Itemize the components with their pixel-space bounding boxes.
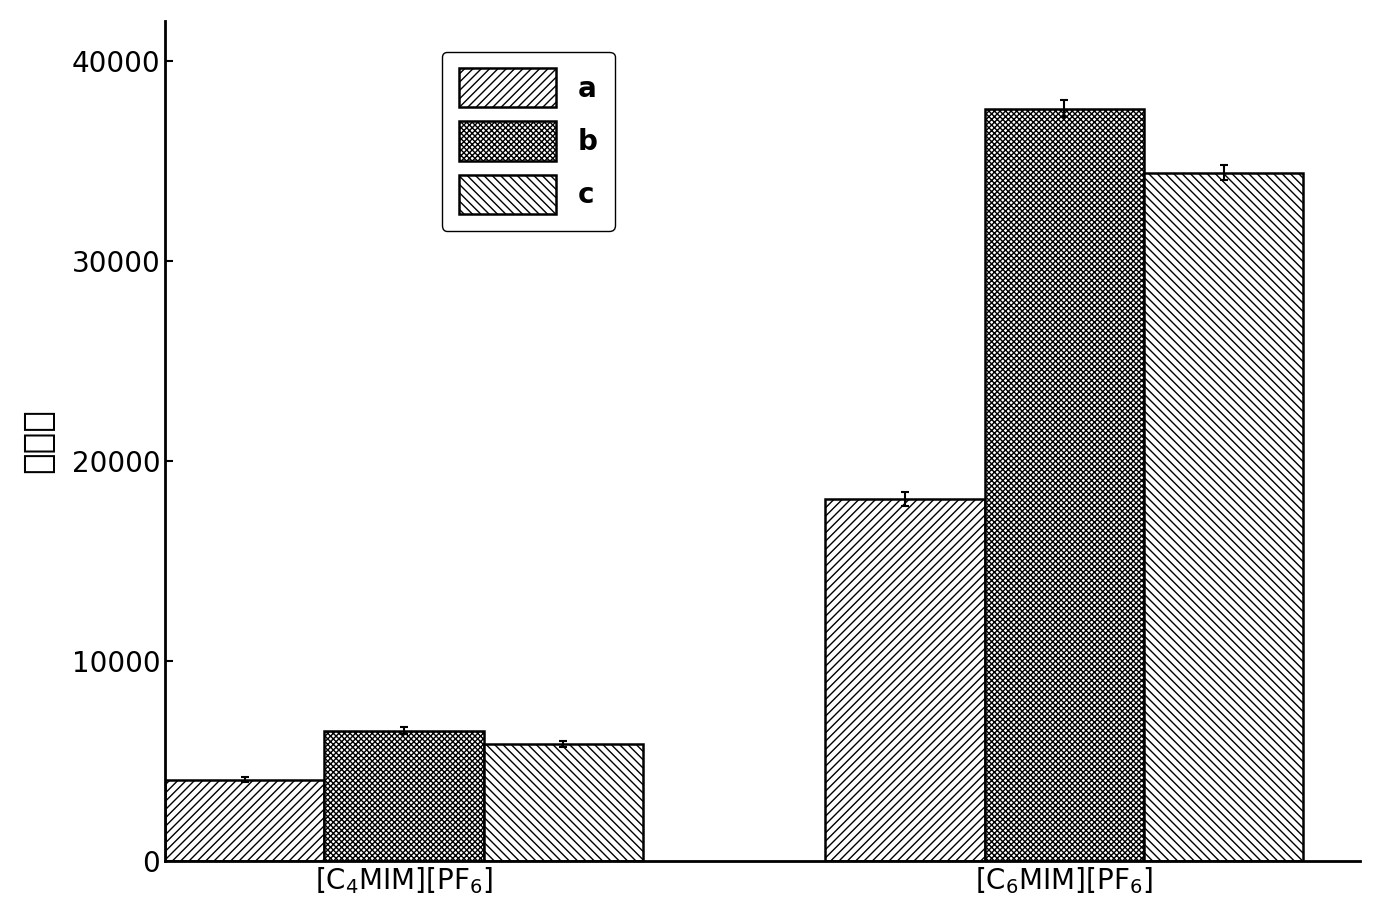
Bar bbox=[826, 499, 985, 860]
Bar bbox=[985, 109, 1143, 860]
Bar bbox=[1143, 172, 1304, 860]
Bar bbox=[483, 744, 644, 860]
Bar bbox=[166, 779, 325, 860]
Legend: a, b, c: a, b, c bbox=[442, 51, 615, 230]
Y-axis label: 峰面积: 峰面积 bbox=[21, 408, 55, 473]
Bar bbox=[325, 731, 483, 860]
